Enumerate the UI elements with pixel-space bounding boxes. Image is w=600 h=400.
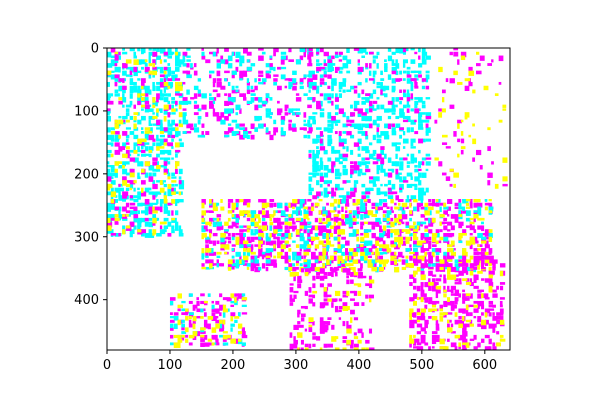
x-tick-label-4: 400 — [346, 358, 371, 373]
y-tick-label-4: 400 — [74, 293, 99, 308]
x-tick-label-3: 300 — [283, 358, 308, 373]
y-tick-label-1: 100 — [74, 104, 99, 119]
image-region-6 — [308, 48, 432, 201]
x-tick-label-2: 200 — [221, 358, 246, 373]
x-tick-label-6: 600 — [472, 358, 497, 373]
image-region-16 — [173, 293, 248, 349]
x-tick-label-5: 500 — [409, 358, 434, 373]
y-tick-label-2: 200 — [74, 167, 99, 182]
plot-frame — [106, 47, 511, 351]
image-region-2 — [107, 51, 183, 236]
image-region-5 — [308, 48, 432, 201]
y-axis: 0 100 200 300 400 — [74, 42, 107, 308]
y-tick-label-0: 0 — [91, 42, 99, 57]
image-region-9 — [201, 199, 493, 273]
image-region-18 — [434, 51, 508, 189]
image-region-11 — [289, 271, 375, 350]
x-tick-label-0: 0 — [103, 358, 111, 373]
image-region-17 — [434, 48, 508, 187]
image-layer — [107, 48, 508, 350]
image-region-12 — [409, 255, 506, 350]
y-tick-label-3: 300 — [74, 230, 99, 245]
image-region-15 — [169, 293, 247, 346]
x-axis: 0 100 200 300 400 500 600 — [103, 350, 497, 373]
image-region-13 — [409, 255, 506, 350]
image-region-4 — [182, 48, 313, 140]
x-tick-label-1: 100 — [158, 358, 183, 373]
